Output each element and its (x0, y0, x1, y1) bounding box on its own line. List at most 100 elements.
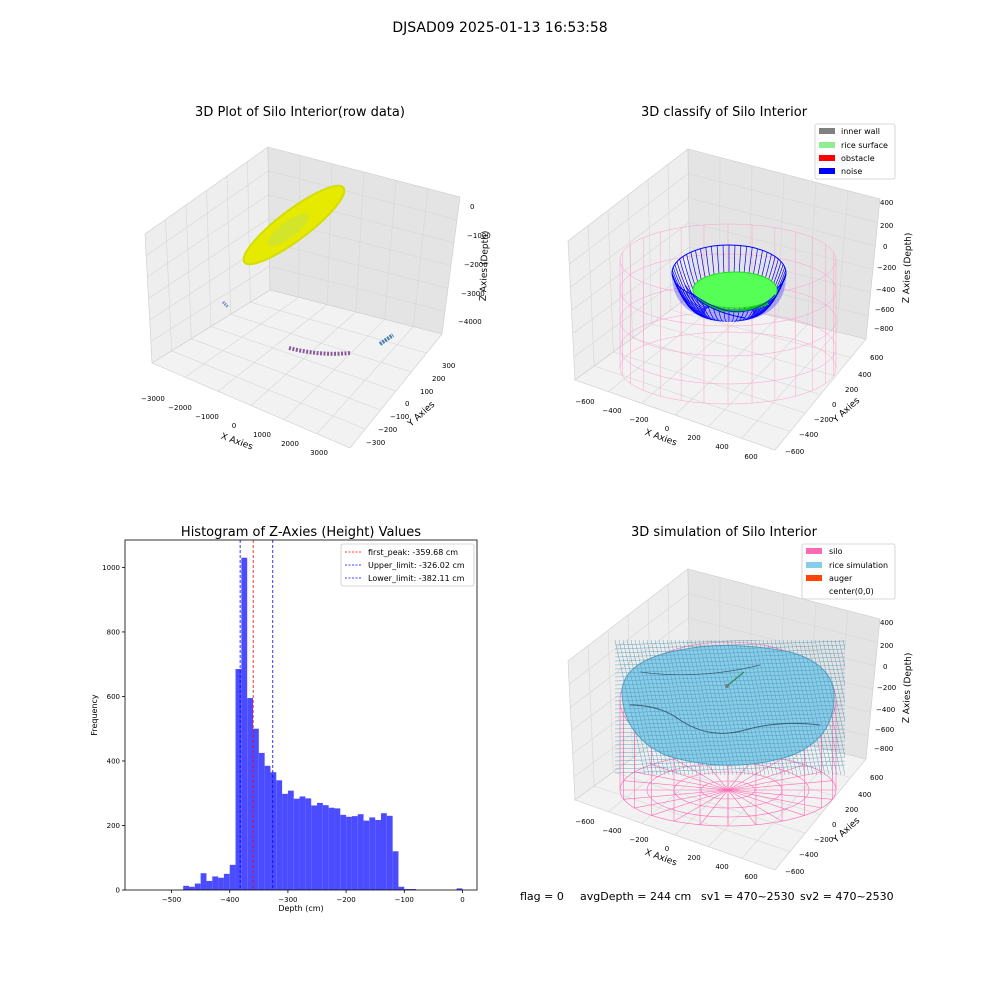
hist-bar (375, 820, 381, 890)
hist-bar (212, 876, 219, 890)
y-tick: −100 (390, 413, 409, 421)
x-tick-label: −300 (278, 896, 297, 904)
legend-label: silo (829, 547, 843, 556)
hist-bar (328, 807, 335, 890)
legend-label: noise (841, 167, 862, 176)
cls-rice-surface (684, 271, 778, 319)
sim-auger (726, 671, 745, 687)
legend-noise-swatch (819, 168, 835, 174)
hist-y-ticks: 0 200 400 600 800 1000 (102, 564, 125, 895)
raw-z-ticks: 0 −1000 −2000 −3000 −4000 (458, 203, 491, 326)
legend-auger-swatch (806, 575, 822, 581)
y-tick: 600 (870, 774, 883, 782)
simulation-panel: 3D simulation of Silo Interior silo r (567, 525, 914, 881)
x-tick: 0 (665, 425, 669, 433)
x-tick: 1000 (253, 431, 271, 439)
x-tick: 600 (744, 453, 757, 461)
simulation-title: 3D simulation of Silo Interior (631, 525, 818, 540)
x-tick-label: 0 (460, 896, 464, 904)
flag-text: flag = 0 (520, 890, 564, 903)
hist-axes-frame (124, 539, 478, 891)
hist-bar (194, 883, 201, 890)
hist-bar (293, 798, 300, 890)
cls-grid (568, 157, 878, 439)
y-tick: 400 (858, 371, 871, 379)
z-tick: 400 (880, 619, 893, 627)
z-tick: −800 (874, 325, 893, 333)
hist-bar (305, 798, 312, 890)
x-tick: 200 (687, 434, 700, 442)
hist-bar (346, 816, 352, 890)
x-tick-label: −500 (162, 896, 181, 904)
hist-bar (276, 780, 283, 890)
y-tick: −400 (799, 851, 818, 859)
z-tick: 200 (880, 642, 893, 650)
footer-status: flag = 0 avgDepth = 244 cm sv1 = 470~253… (520, 890, 894, 903)
z-tick: −400 (876, 286, 895, 294)
x-tick: −400 (602, 407, 621, 415)
x-tick: −200 (629, 416, 648, 424)
hist-bar (200, 873, 207, 890)
z-tick: −600 (875, 306, 894, 314)
raw-ylabel: Y Axies (405, 400, 437, 430)
hist-bar (287, 790, 294, 890)
y-tick: 300 (442, 362, 455, 370)
cls-xlabel: X Axies (643, 428, 678, 449)
hist-bar (282, 793, 288, 890)
z-tick: 0 (883, 663, 887, 671)
hist-bar (247, 698, 253, 890)
raw-x-ticks: −3000 −2000 −1000 0 1000 2000 3000 (141, 395, 328, 457)
raw-xlabel: X Axies (219, 432, 254, 453)
hist-bar (206, 880, 213, 890)
legend-label: inner wall (841, 127, 880, 136)
hist-bar (398, 886, 405, 890)
legend-label: center(0,0) (829, 587, 874, 596)
legend-label: rice surface (841, 141, 888, 150)
x-tick-label: −100 (395, 896, 414, 904)
x-tick: 400 (715, 863, 728, 871)
raw-blue-points (378, 333, 395, 346)
hist-bar (334, 808, 341, 890)
raw-noise-points (221, 300, 230, 309)
hist-xlabel: Depth (cm) (278, 904, 323, 913)
legend-obstacle-swatch (819, 155, 835, 161)
y-tick-label: 200 (107, 822, 120, 830)
legend-rice-simulation-swatch (806, 562, 822, 568)
sim-x-ticks: −600 −400 −200 0 200 400 600 (575, 818, 757, 881)
y-tick: −200 (378, 426, 397, 434)
cls-zlabel: Z Axies (Depth) (902, 233, 914, 304)
hist-title: Histogram of Z-Axies (Height) Values (181, 525, 421, 540)
hist-bar (369, 817, 376, 890)
hist-bar (241, 557, 248, 890)
cls-legend: inner wall rice surface obstacle noise (814, 123, 896, 180)
classify-title: 3D classify of Silo Interior (641, 105, 808, 120)
z-tick: −400 (876, 706, 895, 714)
raw-points (221, 184, 395, 356)
hist-bar (404, 889, 411, 890)
y-tick-label: 0 (116, 887, 120, 895)
legend-label: obstacle (841, 154, 875, 163)
sim-center-marker (725, 684, 729, 688)
y-tick: 200 (845, 806, 858, 814)
hist-bar (229, 864, 236, 890)
legend-label: auger (829, 574, 853, 583)
z-tick: −1000 (467, 232, 491, 240)
z-tick: −200 (877, 264, 896, 272)
hist-legend: first_peak: -359.68 cm Upper_limit: -326… (340, 543, 475, 587)
hist-bar (253, 728, 259, 890)
figure-title: DJSAD09 2025-01-13 16:53:58 (392, 20, 607, 36)
y-tick-label: 1000 (102, 564, 120, 572)
y-tick: 600 (870, 354, 883, 362)
x-tick: −2000 (168, 404, 192, 412)
hist-bar (340, 814, 347, 890)
sim-z-ticks: 400 200 0 −200 −400 −600 −800 (874, 619, 896, 753)
hist-bar (311, 805, 317, 890)
hist-bar (357, 814, 364, 890)
y-tick: 200 (432, 375, 445, 383)
y-tick: 0 (832, 821, 836, 829)
y-tick: 200 (845, 386, 858, 394)
hist-vlines (239, 540, 274, 890)
x-tick: 3000 (310, 449, 328, 457)
sim-rice-surface (614, 640, 845, 775)
